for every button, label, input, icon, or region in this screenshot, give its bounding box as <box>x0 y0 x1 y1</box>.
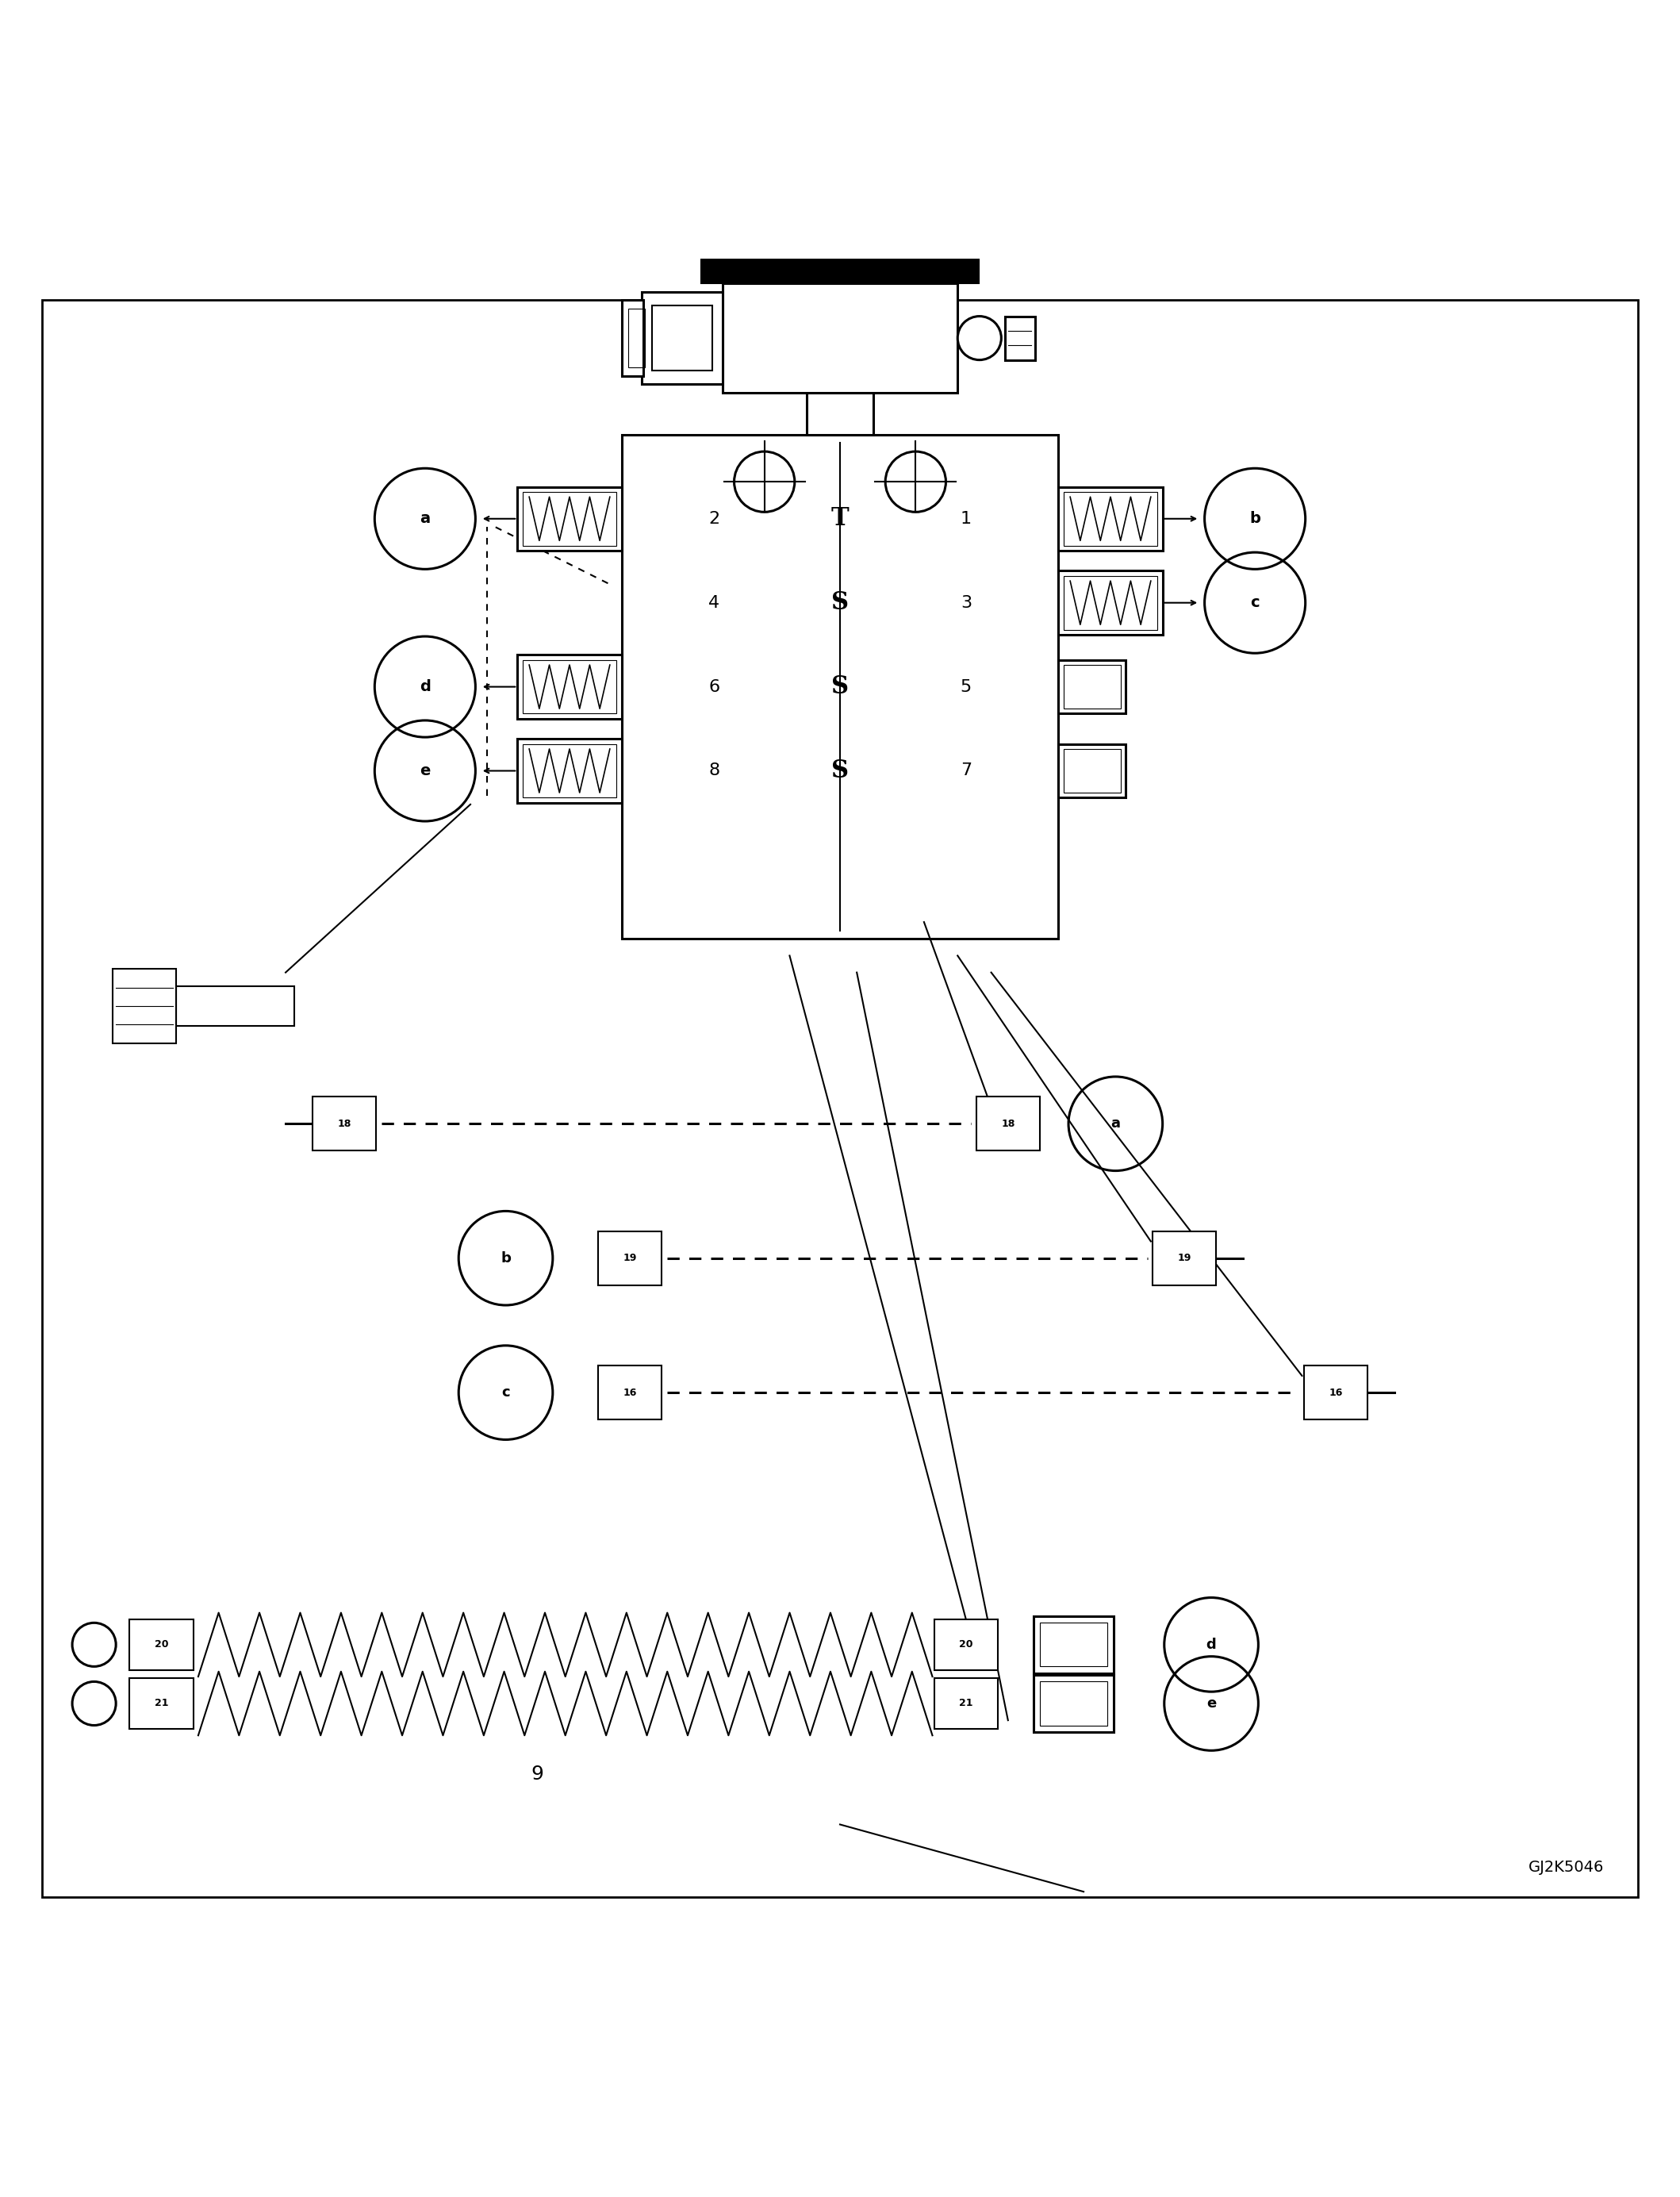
Bar <box>642 292 722 384</box>
Bar <box>1063 666 1121 710</box>
Text: 4: 4 <box>709 595 719 611</box>
Bar <box>1063 749 1121 793</box>
Bar <box>1058 745 1126 798</box>
Text: S: S <box>832 591 848 615</box>
Bar <box>1304 1367 1368 1419</box>
Bar <box>622 435 1058 938</box>
Bar <box>1063 576 1158 631</box>
Text: 21: 21 <box>155 1698 168 1709</box>
Bar <box>806 393 874 435</box>
Bar <box>1033 1674 1114 1731</box>
Bar <box>522 659 617 714</box>
Bar <box>522 492 617 545</box>
Text: 2: 2 <box>709 510 719 527</box>
Text: a: a <box>1110 1116 1121 1131</box>
Bar <box>1152 1230 1216 1285</box>
Text: 3: 3 <box>961 595 971 611</box>
Bar <box>517 738 622 802</box>
Bar <box>522 745 617 798</box>
Bar <box>1058 488 1163 551</box>
Text: 5: 5 <box>961 679 971 694</box>
Text: 8: 8 <box>709 762 719 778</box>
Bar <box>517 655 622 718</box>
Text: d: d <box>420 679 430 694</box>
Bar <box>312 1096 376 1151</box>
Bar <box>1058 659 1126 714</box>
Text: 18: 18 <box>1001 1118 1015 1129</box>
Bar <box>1005 316 1035 360</box>
Bar <box>176 986 294 1026</box>
Text: e: e <box>420 762 430 778</box>
Bar <box>722 283 958 393</box>
Text: e: e <box>1206 1696 1216 1711</box>
Text: 9: 9 <box>531 1764 544 1784</box>
Text: c: c <box>1250 595 1260 611</box>
Text: 19: 19 <box>623 1252 637 1263</box>
Text: GJ2K5046: GJ2K5046 <box>1529 1861 1604 1874</box>
Bar <box>1033 1617 1114 1674</box>
Text: 20: 20 <box>959 1639 973 1650</box>
Text: 19: 19 <box>1178 1252 1191 1263</box>
Bar <box>1040 1624 1107 1668</box>
Text: a: a <box>420 512 430 527</box>
Bar <box>702 259 979 283</box>
Text: 16: 16 <box>1329 1389 1342 1397</box>
Text: 18: 18 <box>338 1118 351 1129</box>
Text: 16: 16 <box>623 1389 637 1397</box>
Bar <box>628 308 645 367</box>
Text: 7: 7 <box>961 762 971 778</box>
Bar <box>598 1367 662 1419</box>
Text: c: c <box>501 1386 511 1399</box>
Bar <box>934 1619 998 1670</box>
Bar <box>622 301 643 376</box>
Circle shape <box>958 316 1001 360</box>
Bar <box>1058 571 1163 635</box>
Text: b: b <box>501 1250 511 1265</box>
Bar <box>129 1619 193 1670</box>
Text: S: S <box>832 758 848 782</box>
Bar <box>652 305 712 371</box>
Bar <box>113 969 176 1044</box>
Text: b: b <box>1250 512 1260 527</box>
Bar <box>129 1679 193 1729</box>
Bar <box>976 1096 1040 1151</box>
Bar <box>1063 492 1158 545</box>
Text: 6: 6 <box>709 679 719 694</box>
Text: 21: 21 <box>959 1698 973 1709</box>
Text: T: T <box>832 508 848 532</box>
Bar <box>934 1679 998 1729</box>
Text: 20: 20 <box>155 1639 168 1650</box>
Bar <box>1040 1681 1107 1725</box>
Text: S: S <box>832 674 848 699</box>
Text: 1: 1 <box>961 510 971 527</box>
Bar <box>598 1230 662 1285</box>
Text: d: d <box>1206 1637 1216 1652</box>
Bar <box>517 488 622 551</box>
